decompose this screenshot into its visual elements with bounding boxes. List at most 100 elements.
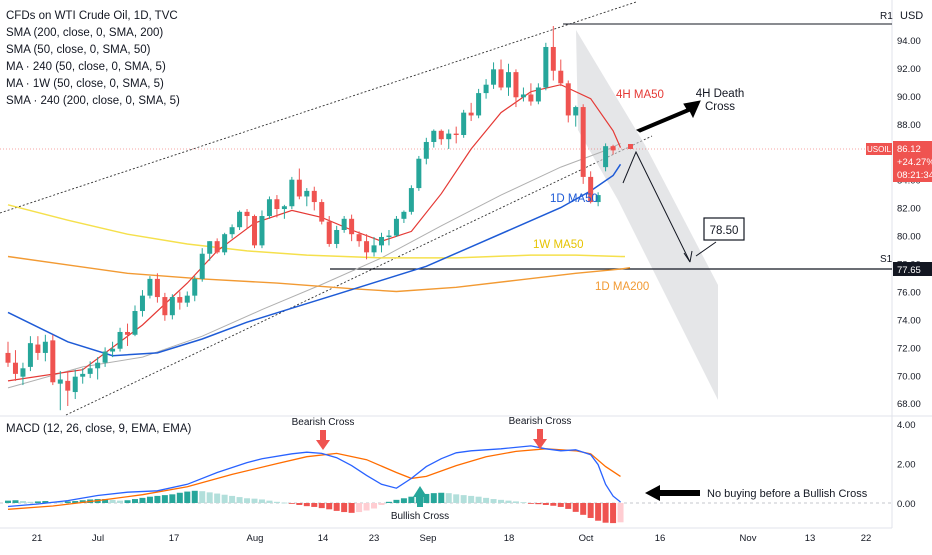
macd-histogram-bar xyxy=(57,502,64,504)
macd-histogram-bar xyxy=(296,503,303,505)
no-buying-label: No buying before a Bullish Cross xyxy=(707,488,868,500)
macd-histogram-bar xyxy=(318,503,325,509)
target-callout-box xyxy=(703,217,745,241)
indicator-sma-200[interactable]: SMA (200, close, 0, SMA, 200) xyxy=(6,27,164,39)
macd-histogram-bar xyxy=(572,503,579,512)
candle-body xyxy=(334,229,340,244)
candle-body xyxy=(281,206,287,210)
death-cross-arrow xyxy=(635,100,701,133)
candle-body xyxy=(169,297,175,316)
macd-histogram-bar xyxy=(34,501,41,503)
macd-histogram-bar xyxy=(385,501,392,503)
macd-histogram-bar xyxy=(258,499,265,503)
macd-histogram-bar xyxy=(288,503,295,504)
macd-histogram-bar xyxy=(191,490,198,503)
macd-histogram-bar xyxy=(19,501,26,503)
currency-label[interactable]: USD xyxy=(900,10,924,22)
macd-histogram-bar xyxy=(42,501,49,503)
candle-body xyxy=(453,133,459,135)
candle-body xyxy=(550,46,556,71)
candle-body xyxy=(423,141,429,159)
macd-bearish-arrow-2 xyxy=(533,429,547,449)
macd-legend[interactable]: MACD (12, 26, close, 9, EMA, EMA) xyxy=(6,423,192,435)
macd-histogram-bar xyxy=(348,503,355,513)
macd-histogram-bar xyxy=(333,503,340,511)
macd-histogram-bar xyxy=(154,495,161,503)
macd-histogram-bar xyxy=(363,503,370,511)
time-tick-label: 22 xyxy=(861,533,872,544)
macd-histogram-bar xyxy=(378,503,385,505)
candle-body xyxy=(199,253,205,279)
macd-signal-line xyxy=(7,448,621,510)
macd-histogram-bar xyxy=(498,499,505,503)
candle-body xyxy=(431,130,437,142)
macd-histogram-bar xyxy=(161,495,168,503)
macd-histogram-bar xyxy=(371,503,378,509)
ma-line-1w-ma50 xyxy=(7,204,621,259)
indicator-sma-50[interactable]: SMA (50, close, 0, SMA, 50) xyxy=(6,44,151,56)
time-tick-label: Aug xyxy=(247,533,264,544)
macd-tick-label: 4.00 xyxy=(897,420,916,431)
macd-histogram-bar xyxy=(475,496,482,503)
macd-histogram-bar xyxy=(273,501,280,503)
price-tick-label: 94.00 xyxy=(897,36,921,47)
candle-body xyxy=(476,93,482,116)
candle-body xyxy=(483,84,489,94)
macd-histogram-bar xyxy=(587,503,594,518)
macd-histogram-bar xyxy=(79,500,86,503)
candle-body xyxy=(438,130,444,140)
macd-histogram-bar xyxy=(557,503,564,507)
macd-histogram-bar xyxy=(520,502,527,504)
candle-body xyxy=(558,70,564,84)
symbol-badge-label: USOIL xyxy=(867,145,892,154)
indicator-ma-1w[interactable]: MA · 1W (50, close, 0, SMA, 5) xyxy=(6,78,164,90)
candle-body xyxy=(408,188,414,212)
macd-histogram-bar xyxy=(139,497,146,503)
macd-histogram-bar xyxy=(109,499,116,503)
macd-histogram-bar xyxy=(266,500,273,503)
candle-body xyxy=(379,236,384,246)
price-badge-change: +24.27% xyxy=(897,157,932,168)
time-tick-label: 18 xyxy=(504,533,515,544)
macd-histogram-bar xyxy=(326,503,333,510)
macd-histogram-bar xyxy=(610,503,617,524)
candle-body xyxy=(87,368,93,374)
macd-histogram-bar xyxy=(535,503,542,505)
indicator-sma-240[interactable]: SMA · 240 (200, close, 0, SMA, 5) xyxy=(6,95,180,107)
target-callout-pointer xyxy=(695,241,717,257)
time-tick-label: 14 xyxy=(318,533,329,544)
candle-body xyxy=(491,69,497,85)
candle-body xyxy=(207,241,213,254)
price-badge xyxy=(893,141,932,182)
candle-body xyxy=(50,340,56,383)
macd-histogram-bar xyxy=(617,503,624,523)
candle-body xyxy=(42,341,48,353)
level-badge xyxy=(893,262,932,276)
time-tick-label: Nov xyxy=(740,533,757,544)
candle-body xyxy=(214,241,220,253)
price-tick-label: 82.00 xyxy=(897,204,921,215)
candle-body xyxy=(57,379,63,384)
no-buying-arrow xyxy=(645,485,700,501)
indicator-ma-240[interactable]: MA · 240 (50, close, 0, SMA, 5) xyxy=(6,61,166,73)
macd-histogram-bar xyxy=(423,493,430,503)
chart-legend: CFDs on WTI Crude Oil, 1D, TVC SMA (200,… xyxy=(6,8,180,110)
macd-histogram-bar xyxy=(527,503,534,504)
macd-histogram-bar xyxy=(251,498,258,503)
macd-bearish-arrow-1 xyxy=(316,430,330,450)
level-badge-value: 77.65 xyxy=(897,265,921,276)
candle-body xyxy=(147,278,153,296)
macd-histogram-bar xyxy=(483,497,490,503)
macd-histogram-bar xyxy=(505,500,512,503)
time-tick-label: 13 xyxy=(805,533,816,544)
price-tick-label: 70.00 xyxy=(897,371,921,382)
candle-body xyxy=(386,235,392,237)
candle-body xyxy=(252,216,258,246)
price-tick-label: 76.00 xyxy=(897,287,921,298)
candle-body xyxy=(341,218,347,230)
macd-histogram-bar xyxy=(311,503,318,507)
candle-body xyxy=(192,278,198,296)
symbol-badge xyxy=(866,143,892,155)
